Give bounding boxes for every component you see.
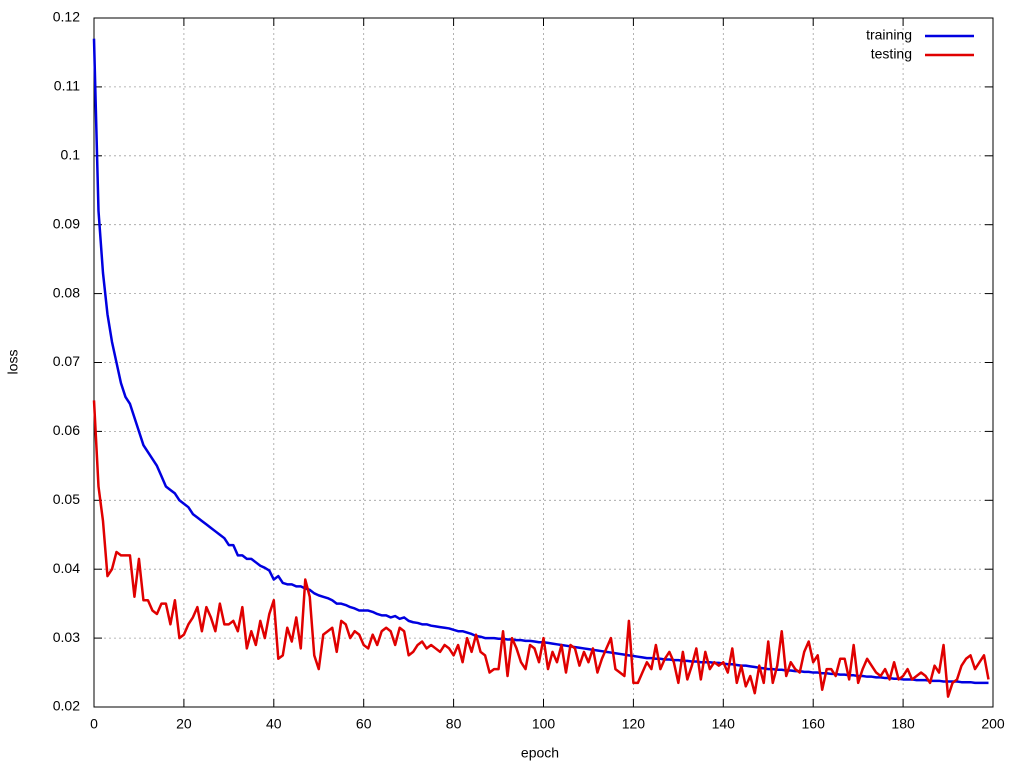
y-axis-label: loss [5, 350, 21, 375]
x-tick-label: 80 [446, 716, 462, 732]
y-tick-label: 0.12 [53, 9, 80, 25]
y-tick-label: 0.03 [53, 629, 80, 645]
x-tick-label: 120 [622, 716, 646, 732]
x-tick-label: 100 [532, 716, 556, 732]
x-tick-label: 40 [266, 716, 282, 732]
legend-label: training [866, 27, 912, 43]
x-tick-label: 180 [891, 716, 915, 732]
y-tick-label: 0.11 [54, 78, 80, 94]
y-tick-label: 0.1 [61, 147, 81, 163]
legend-label: testing [871, 46, 912, 62]
x-tick-label: 160 [802, 716, 826, 732]
series-line [92, 38, 989, 685]
y-tick-label: 0.07 [53, 353, 80, 369]
x-tick-label: 140 [712, 716, 736, 732]
x-tick-label: 0 [90, 716, 98, 732]
series-line [92, 400, 990, 698]
y-tick-label: 0.09 [53, 215, 80, 231]
y-tick-label: 0.06 [53, 422, 80, 438]
y-tick-label: 0.04 [53, 560, 80, 576]
y-tick-label: 0.08 [53, 284, 80, 300]
y-tick-label: 0.02 [53, 698, 80, 714]
x-tick-label: 60 [356, 716, 372, 732]
x-tick-label: 20 [176, 716, 192, 732]
x-tick-label: 200 [981, 716, 1005, 732]
plot-border [93, 17, 994, 708]
x-axis-label: epoch [521, 745, 559, 761]
y-tick-label: 0.05 [53, 491, 80, 507]
